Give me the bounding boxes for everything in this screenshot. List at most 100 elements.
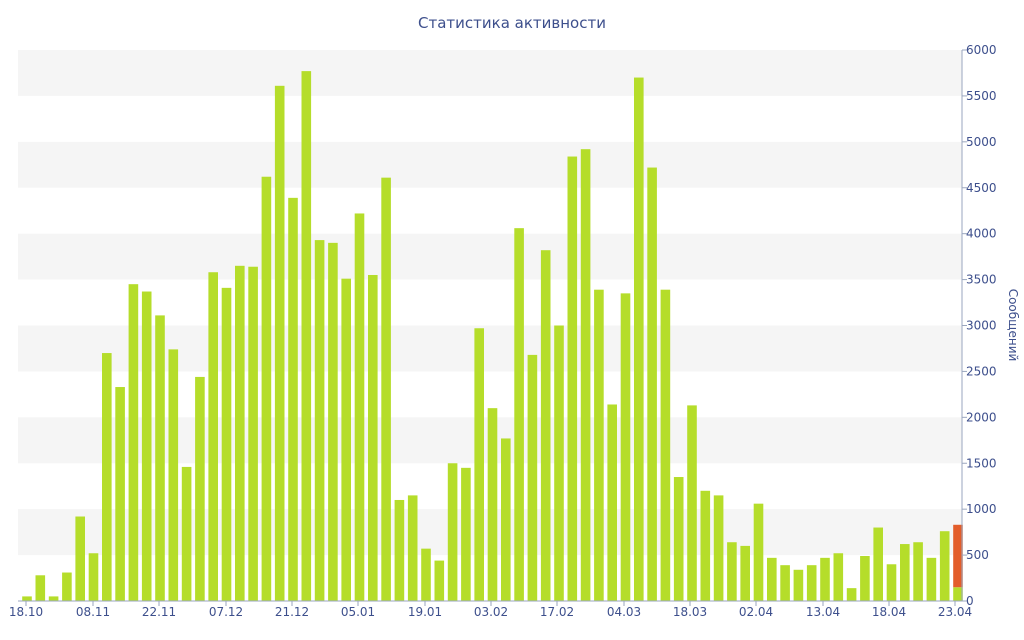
bar[interactable] <box>75 516 85 601</box>
x-tick-label: 18.04 <box>872 605 906 619</box>
y-tick-label: 5500 <box>966 89 997 103</box>
x-tick-label: 18.03 <box>673 605 707 619</box>
bar[interactable] <box>594 289 604 601</box>
y-tick-label: 3000 <box>966 319 997 333</box>
bar[interactable] <box>727 542 737 601</box>
x-tick-label: 23.04 <box>938 605 972 619</box>
bar[interactable] <box>886 564 897 601</box>
y-axis-ticks: 0 500 1000 1500 2000 2500 3000 3500 4000 4500 5000… <box>962 43 997 608</box>
bar[interactable] <box>620 293 631 601</box>
bar[interactable] <box>261 176 272 602</box>
bar[interactable] <box>168 349 179 601</box>
y-tick-label: 2000 <box>966 410 997 424</box>
bar[interactable] <box>740 545 750 601</box>
x-tick-label: 08.11 <box>76 605 110 619</box>
bar[interactable] <box>820 557 830 601</box>
bar[interactable] <box>181 466 192 601</box>
bar[interactable] <box>461 467 471 601</box>
bar[interactable] <box>421 548 431 601</box>
bar[interactable] <box>913 542 923 601</box>
bar[interactable] <box>634 77 644 602</box>
bar[interactable] <box>328 242 338 601</box>
bar[interactable] <box>474 328 484 601</box>
bar[interactable] <box>527 354 538 601</box>
bar[interactable] <box>487 408 498 601</box>
bar[interactable] <box>713 495 724 601</box>
bar-current[interactable] <box>953 524 963 588</box>
bar[interactable] <box>700 490 711 601</box>
x-tick-label: 03.02 <box>474 605 508 619</box>
bar[interactable] <box>48 596 59 601</box>
bar[interactable] <box>647 167 657 602</box>
x-tick-label: 21.12 <box>275 605 309 619</box>
x-tick-label: 17.02 <box>540 605 574 619</box>
bar[interactable] <box>368 274 378 601</box>
bar[interactable] <box>860 556 870 601</box>
x-tick-label: 13.04 <box>806 605 840 619</box>
bar[interactable] <box>394 499 405 601</box>
bar[interactable] <box>288 197 298 601</box>
bar[interactable] <box>235 265 245 601</box>
bar[interactable] <box>88 553 99 601</box>
bar[interactable] <box>953 587 963 601</box>
y-tick-label: 1500 <box>966 456 997 470</box>
y-tick-label: 1000 <box>966 502 997 516</box>
bar[interactable] <box>341 278 351 601</box>
bar[interactable] <box>514 228 524 601</box>
bar[interactable] <box>115 387 125 601</box>
bar[interactable] <box>248 266 258 601</box>
y-tick-label: 6000 <box>966 43 997 57</box>
bar[interactable] <box>673 477 684 601</box>
bar[interactable] <box>607 404 617 601</box>
bar[interactable] <box>195 376 205 601</box>
bar[interactable] <box>35 575 46 601</box>
x-tick-label: 07.12 <box>209 605 243 619</box>
bar[interactable] <box>793 569 804 601</box>
grid-band <box>18 141 962 188</box>
bar[interactable] <box>806 565 817 601</box>
bar[interactable] <box>155 315 165 601</box>
y-tick-label: 500 <box>966 548 989 562</box>
x-tick-label: 19.01 <box>408 605 442 619</box>
bar[interactable] <box>354 213 365 601</box>
bar[interactable] <box>221 287 232 601</box>
bar[interactable] <box>846 588 857 601</box>
y-tick-label: 2500 <box>966 364 997 378</box>
bar[interactable] <box>128 284 139 601</box>
bar[interactable] <box>873 527 883 601</box>
bar[interactable] <box>62 572 72 601</box>
bar[interactable] <box>314 240 325 601</box>
bar[interactable] <box>567 156 578 601</box>
y-axis-label: Сообщений <box>1006 289 1020 362</box>
bar[interactable] <box>554 325 564 602</box>
bar[interactable] <box>900 544 910 601</box>
chart-title: Статистика активности <box>418 14 606 32</box>
y-tick-label: 4000 <box>966 227 997 241</box>
bar[interactable] <box>407 495 418 601</box>
bar[interactable] <box>926 557 937 601</box>
bar[interactable] <box>660 289 671 601</box>
bar[interactable] <box>141 291 152 601</box>
x-tick-label: 22.11 <box>142 605 176 619</box>
bar[interactable] <box>833 553 844 601</box>
bar[interactable] <box>753 503 764 601</box>
bar[interactable] <box>447 463 458 601</box>
bar[interactable] <box>434 560 445 601</box>
bar[interactable] <box>687 405 697 601</box>
bar[interactable] <box>780 565 790 601</box>
x-tick-label: 05.01 <box>341 605 375 619</box>
bar[interactable] <box>580 149 591 601</box>
bar[interactable] <box>274 85 285 601</box>
bars <box>22 71 963 602</box>
x-axis-ticks: 18.10 08.11 22.11 07.12 21.12 05.01 19.01 03.02… <box>9 601 972 619</box>
bar[interactable] <box>767 557 777 601</box>
bar[interactable] <box>381 177 391 601</box>
bar[interactable] <box>540 250 551 601</box>
bar[interactable] <box>102 353 112 601</box>
bar[interactable] <box>501 438 511 601</box>
bar[interactable] <box>208 272 218 601</box>
bar[interactable] <box>301 71 312 602</box>
bar[interactable] <box>22 596 32 601</box>
bar[interactable] <box>939 531 950 601</box>
